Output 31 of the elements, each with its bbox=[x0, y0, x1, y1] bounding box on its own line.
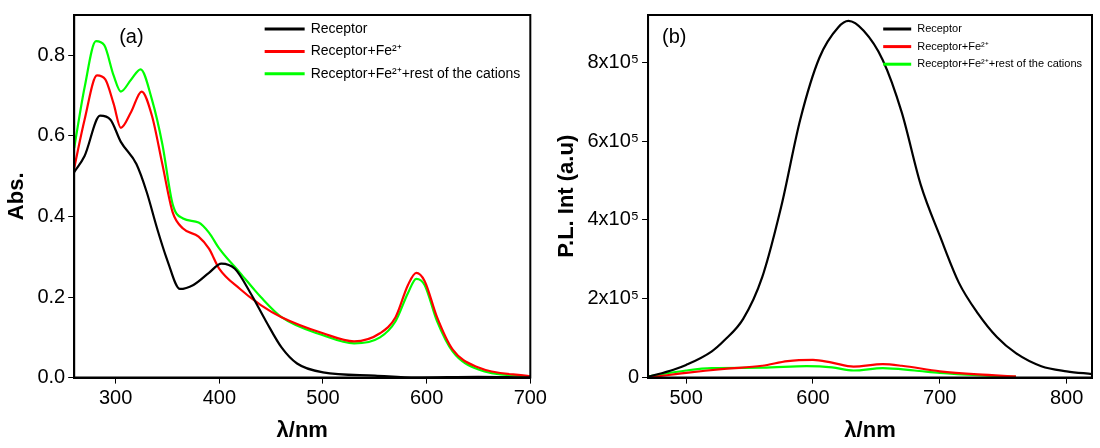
x-tick-label: 600 bbox=[796, 386, 830, 409]
x-axis-title: λ/nm bbox=[276, 416, 328, 442]
y-tick-label: 8x10⁵ bbox=[587, 49, 640, 72]
legend-label: Receptor+Fe²⁺+rest of the cations bbox=[917, 57, 1083, 70]
legend-label: Receptor+Fe²⁺+rest of the cations bbox=[310, 64, 521, 81]
y-tick-label: 0.4 bbox=[37, 203, 66, 226]
y-tick-label: 2x10⁵ bbox=[587, 286, 640, 309]
y-tick-label: 0.8 bbox=[37, 42, 66, 65]
annotation: (a) bbox=[119, 24, 144, 47]
x-tick-label: 500 bbox=[306, 386, 340, 409]
legend-label: Receptor+Fe²⁺ bbox=[310, 42, 402, 59]
x-tick-label: 400 bbox=[202, 386, 237, 409]
y-axis-title: P.L. Int (a.u) bbox=[553, 134, 579, 258]
x-tick-label: 300 bbox=[98, 386, 133, 409]
x-tick-label: 800 bbox=[1049, 386, 1084, 409]
annotation: (b) bbox=[662, 24, 687, 47]
y-tick-label: 0.6 bbox=[37, 123, 66, 146]
x-tick-label: 700 bbox=[923, 386, 957, 409]
y-tick-label: 0.2 bbox=[37, 284, 66, 307]
y-tick-label: 4x10⁵ bbox=[587, 207, 640, 230]
x-tick-label: 500 bbox=[669, 386, 703, 409]
y-tick-label: 6x10⁵ bbox=[587, 128, 640, 151]
x-axis-title: λ/nm bbox=[844, 416, 896, 442]
legend-label: Receptor bbox=[310, 19, 368, 36]
legend-label: Receptor+Fe²⁺ bbox=[917, 39, 989, 52]
y-axis-title: Abs. bbox=[3, 172, 29, 221]
y-tick-label: 0.0 bbox=[37, 365, 66, 388]
x-tick-label: 700 bbox=[513, 386, 547, 409]
legend-label: Receptor bbox=[917, 22, 963, 35]
x-tick-label: 600 bbox=[409, 386, 444, 409]
y-tick-label: 0 bbox=[627, 365, 640, 388]
